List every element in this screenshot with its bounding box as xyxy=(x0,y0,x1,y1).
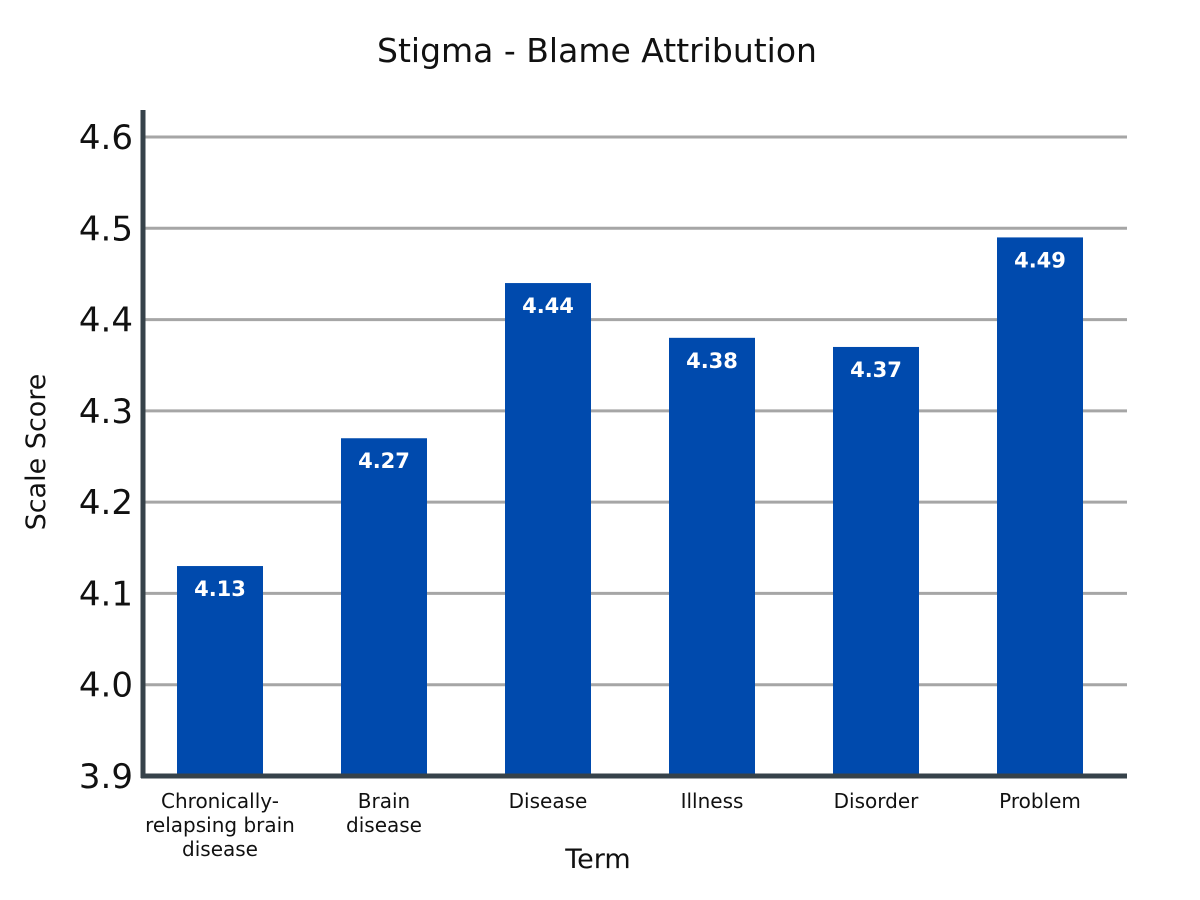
gridlines xyxy=(143,135,1127,687)
bar xyxy=(833,346,919,776)
bar-value-label: 4.38 xyxy=(686,349,738,373)
x-tick-label-line: Chronically- xyxy=(161,789,279,813)
bar xyxy=(997,237,1083,776)
x-tick-label: Chronically-relapsing brain disease xyxy=(145,789,295,861)
x-tick-label-line: Problem xyxy=(999,789,1081,813)
y-tick-label: 4.0 xyxy=(79,666,133,706)
x-tick-label: Brain disease xyxy=(346,789,422,837)
bar xyxy=(669,337,755,776)
y-tick-label: 4.3 xyxy=(79,392,133,432)
x-tick-label-line: disease xyxy=(182,837,258,861)
bar-value-label: 4.44 xyxy=(522,294,574,318)
x-tick-label-line: Illness xyxy=(681,789,744,813)
y-tick-label: 4.4 xyxy=(79,301,133,341)
x-tick-label-line: disease xyxy=(346,813,422,837)
bar-value-label: 4.49 xyxy=(1014,248,1066,272)
x-axis-label: Term xyxy=(564,844,630,875)
bar-value-label: 4.27 xyxy=(358,449,410,473)
bar xyxy=(505,283,591,776)
bar xyxy=(177,566,263,776)
y-axis-ticks: 3.9 4.0 4.1 4.2 4.3 4.4 4.5 4.6 xyxy=(79,118,133,797)
bar-value-label: 4.37 xyxy=(850,358,902,382)
x-tick-label-line: Disease xyxy=(509,789,588,813)
y-tick-label: 4.6 xyxy=(79,118,133,158)
x-tick-label: Problem xyxy=(999,789,1081,813)
y-tick-label: 3.9 xyxy=(79,757,133,797)
bar xyxy=(341,438,427,776)
x-tick-label: Disease xyxy=(509,789,588,813)
y-tick-label: 4.5 xyxy=(79,209,133,249)
x-tick-label: Illness xyxy=(681,789,744,813)
y-tick-label: 4.1 xyxy=(79,574,133,614)
bars: 4.13 4.27 4.44 4.38 4.37 4.49 xyxy=(177,237,1083,776)
x-tick-label-line: Disorder xyxy=(834,789,919,813)
chart-title: Stigma - Blame Attribution xyxy=(377,31,817,70)
y-axis-label: Scale Score xyxy=(21,374,52,531)
x-tick-label: Disorder xyxy=(834,789,919,813)
x-tick-label-line: Brain xyxy=(358,789,410,813)
bar-value-label: 4.13 xyxy=(194,577,246,601)
x-tick-label-line: relapsing brain xyxy=(145,813,295,837)
y-tick-label: 4.2 xyxy=(79,483,133,523)
